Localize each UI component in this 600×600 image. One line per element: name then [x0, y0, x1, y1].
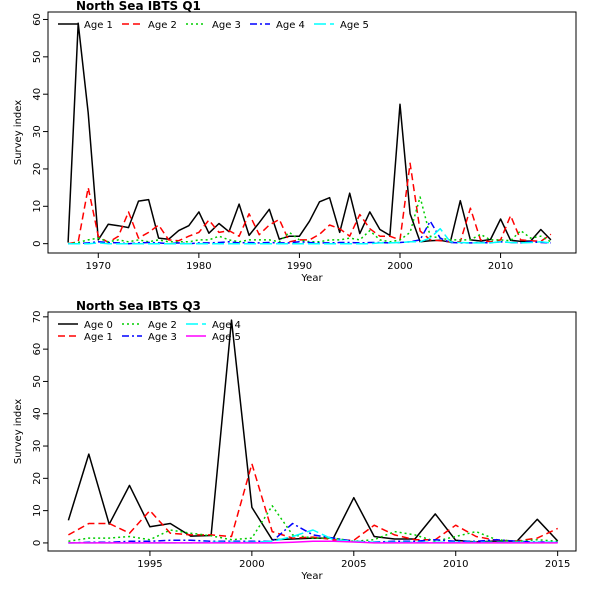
- series-line-age-1: [68, 463, 559, 542]
- y-tick-label: 30: [32, 440, 43, 453]
- legend-label: Age 5: [340, 20, 369, 31]
- y-tick-label: 70: [32, 310, 43, 323]
- series-line-age-4: [68, 220, 551, 245]
- legend-label: Age 3: [212, 20, 241, 31]
- y-axis-label: Survey index: [13, 100, 24, 165]
- legend-label: Age 3: [148, 332, 177, 343]
- legend-label: Age 4: [276, 20, 305, 31]
- panel-2: North Sea IBTS Q3 1995 2000 2005 2010 2015 0 10…: [13, 299, 577, 582]
- x-tick-label: 1980: [186, 261, 211, 272]
- y-tick-label: 10: [32, 504, 43, 517]
- x-tick-label: 2010: [488, 261, 513, 272]
- x-tick-label: 2000: [239, 559, 264, 570]
- y-tick-label: 60: [32, 13, 43, 26]
- y-tick-label: 20: [32, 472, 43, 485]
- series-line-age-2: [67, 162, 552, 245]
- y-tick-label: 20: [32, 163, 43, 176]
- series-line-age-2: [68, 505, 558, 543]
- y-tick-label: 40: [32, 88, 43, 101]
- legend-label: Age 4: [212, 320, 241, 331]
- series-line-age-5: [68, 227, 551, 245]
- legend-label: Age 1: [84, 332, 113, 343]
- panel-1: North Sea IBTS Q1 1970 1980 1990 2000 2010 0 10…: [13, 0, 577, 284]
- plot-frame: [47, 11, 577, 254]
- y-tick-label: 10: [32, 200, 43, 213]
- legend-label: Age 0: [84, 320, 113, 331]
- x-tick-label: 1995: [137, 559, 162, 570]
- y-tick-label: 0: [32, 540, 43, 546]
- x-tick-label: 2015: [545, 559, 570, 570]
- legend-label: Age 2: [148, 320, 177, 331]
- x-axis-label: Year: [300, 571, 323, 582]
- legend-label: Age 1: [84, 20, 113, 31]
- y-tick-label: 60: [32, 343, 43, 356]
- legend-label: Age 2: [148, 20, 177, 31]
- y-tick-label: 50: [32, 375, 43, 388]
- plot-frame: [47, 311, 577, 552]
- x-tick-label: 2010: [443, 559, 468, 570]
- legend: Age 1 Age 2 Age 3 Age 4 Age 5: [58, 20, 369, 31]
- chart-title: North Sea IBTS Q3: [76, 299, 201, 313]
- series-line-age-3: [68, 522, 558, 544]
- y-tick-label: 40: [32, 407, 43, 420]
- legend-label: Age 5: [212, 332, 241, 343]
- series-line-age-1: [67, 22, 552, 243]
- series-line-age-3: [68, 196, 552, 245]
- x-tick-label: 1990: [287, 261, 312, 272]
- chart-title: North Sea IBTS Q1: [76, 0, 201, 13]
- y-axis-label: Survey index: [13, 399, 24, 464]
- y-tick-label: 50: [32, 50, 43, 63]
- x-tick-label: 2005: [341, 559, 366, 570]
- x-tick-label: 1970: [86, 261, 111, 272]
- y-tick-label: 0: [32, 240, 43, 246]
- series-line-age-0: [67, 319, 559, 543]
- series-line-age-5: [68, 540, 558, 544]
- y-tick-label: 30: [32, 125, 43, 138]
- x-tick-label: 2000: [387, 261, 412, 272]
- x-axis-label: Year: [300, 273, 323, 284]
